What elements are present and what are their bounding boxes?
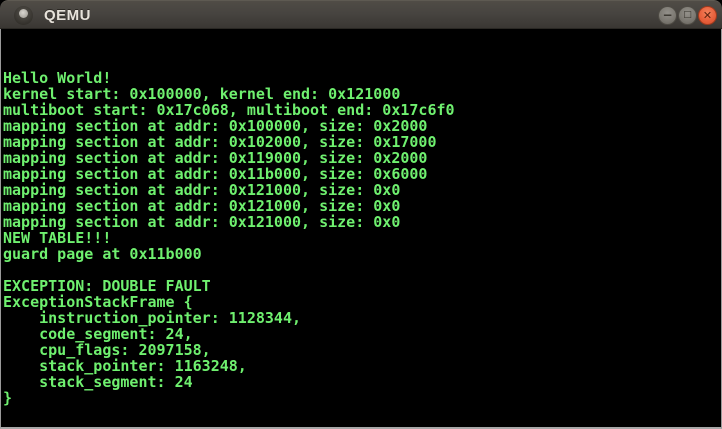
terminal-line: ExceptionStackFrame { [3, 293, 193, 311]
terminal-line: mapping section at addr: 0x100000, size:… [3, 117, 428, 135]
terminal-line: multiboot start: 0x17c068, multiboot end… [3, 101, 455, 119]
close-icon: ✕ [702, 9, 713, 22]
window-controls: − □ ✕ [658, 6, 717, 25]
minimize-button[interactable]: − [658, 6, 677, 25]
terminal-line: stack_segment: 24 [3, 373, 193, 391]
terminal-line: mapping section at addr: 0x121000, size:… [3, 213, 401, 231]
qemu-display[interactable]: Hello World! kernel start: 0x100000, ker… [0, 29, 722, 429]
terminal-line: mapping section at addr: 0x102000, size:… [3, 133, 437, 151]
qemu-app-icon [14, 6, 33, 25]
window-title: QEMU [44, 7, 91, 24]
maximize-button[interactable]: □ [678, 6, 697, 25]
terminal-line: instruction_pointer: 1128344, [3, 309, 302, 327]
minimize-icon: − [662, 7, 673, 22]
titlebar[interactable]: QEMU − □ ✕ [0, 0, 722, 29]
terminal-line: stack_pointer: 1163248, [3, 357, 247, 375]
terminal-line: EXCEPTION: DOUBLE FAULT [3, 277, 211, 295]
terminal-line: } [3, 389, 13, 407]
terminal-line: mapping section at addr: 0x11b000, size:… [3, 165, 428, 183]
terminal-line: NEW TABLE!!! [3, 229, 112, 247]
terminal-line: cpu_flags: 2097158, [3, 341, 211, 359]
terminal-line: code_segment: 24, [3, 325, 193, 343]
terminal-line: mapping section at addr: 0x121000, size:… [3, 181, 401, 199]
terminal-line: mapping section at addr: 0x119000, size:… [3, 149, 428, 167]
terminal-line [3, 262, 721, 278]
terminal-line: Hello World! [3, 69, 112, 87]
maximize-icon: □ [683, 10, 692, 20]
terminal-line: guard page at 0x11b000 [3, 245, 202, 263]
terminal-line: mapping section at addr: 0x121000, size:… [3, 197, 401, 215]
close-button[interactable]: ✕ [698, 6, 717, 25]
terminal-line: kernel start: 0x100000, kernel end: 0x12… [3, 85, 401, 103]
